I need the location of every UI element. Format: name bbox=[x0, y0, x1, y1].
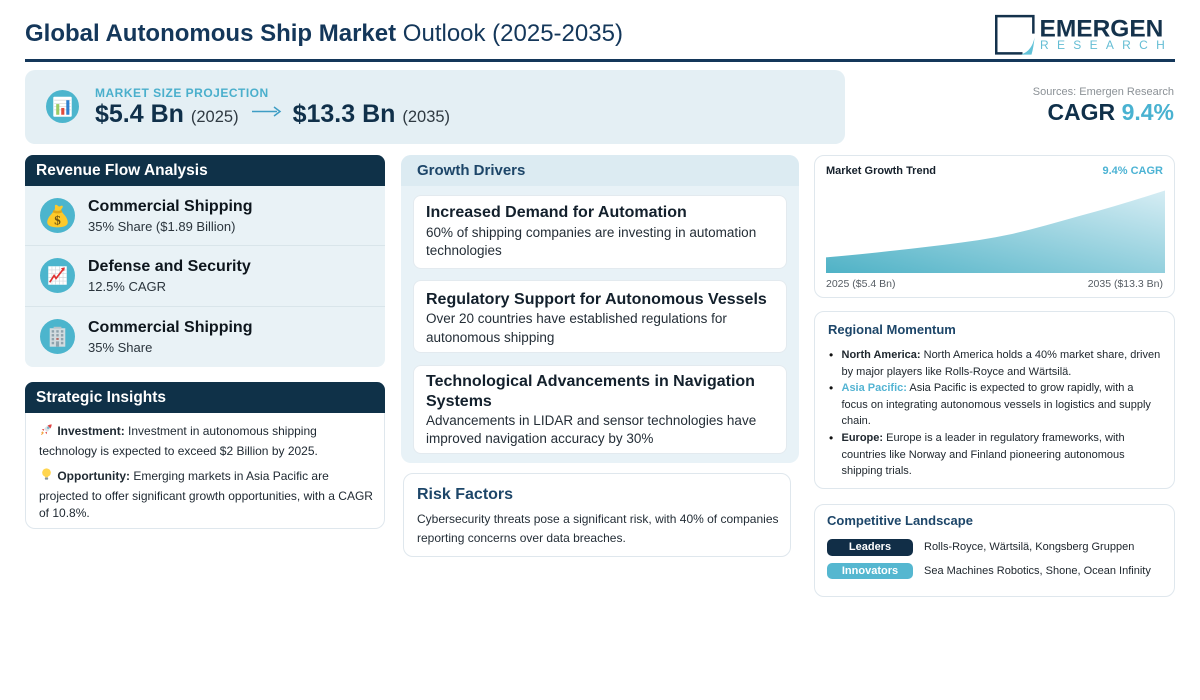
svg-text:$: $ bbox=[54, 212, 61, 227]
svg-text:EMERGEN: EMERGEN bbox=[1040, 16, 1164, 43]
svg-text:RESEARCH: RESEARCH bbox=[1040, 38, 1173, 52]
